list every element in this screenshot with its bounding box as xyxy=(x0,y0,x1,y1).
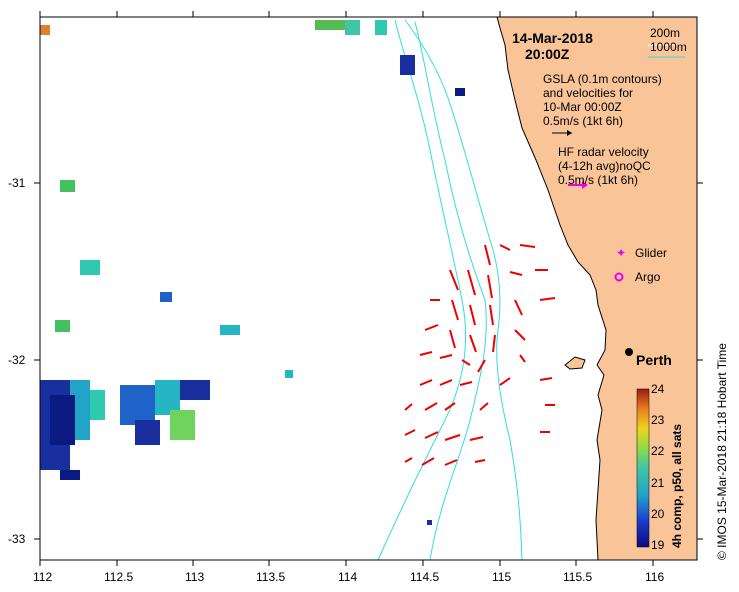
colorbar-tick: 23 xyxy=(651,413,665,427)
contour-legend-200m: 200m xyxy=(650,26,681,40)
y-tick: -33 xyxy=(8,532,26,546)
x-tick: 115 xyxy=(492,570,512,584)
colorbar-tick: 19 xyxy=(651,538,665,552)
map-date: 14-Mar-2018 xyxy=(512,30,593,46)
contour-200m xyxy=(404,19,523,561)
colorbar-tick: 21 xyxy=(651,476,665,490)
contour-1000m xyxy=(377,19,467,561)
perth-dot-icon xyxy=(625,348,633,356)
gsla-line: 10-Mar 00:00Z xyxy=(543,100,622,114)
hf-scale-label: 0.5m/s (1kt 6h) xyxy=(558,173,639,187)
y-tick: -32 xyxy=(8,353,26,367)
x-tick: 116 xyxy=(645,570,665,584)
gsla-line: GSLA (0.1m contours) xyxy=(543,72,662,86)
gsla-scale-label: 0.5m/s (1kt 6h) xyxy=(543,114,624,128)
argo-marker-icon xyxy=(614,272,624,282)
gsla-legend: GSLA (0.1m contours) and velocities for … xyxy=(543,72,662,128)
gsla-line: and velocities for xyxy=(543,86,634,100)
y-tick: -31 xyxy=(8,176,26,190)
x-tick: 114.5 xyxy=(410,570,440,584)
x-tick: 112.5 xyxy=(104,570,134,584)
hf-legend: HF radar velocity (4-12h avg)noQC 0.5m/s… xyxy=(558,145,651,187)
glider-label: Glider xyxy=(635,246,668,260)
x-tick: 114 xyxy=(338,570,358,584)
glider-marker-icon: ✦ xyxy=(616,246,626,260)
x-tick: 115.5 xyxy=(563,570,593,584)
x-tick: 113 xyxy=(185,570,205,584)
x-tick: 113.5 xyxy=(256,570,286,584)
colorbar-tick: 20 xyxy=(651,507,665,521)
city-label: Perth xyxy=(636,352,672,368)
hf-line: (4-12h avg)noQC xyxy=(558,159,651,173)
argo-label: Argo xyxy=(635,270,661,284)
x-tick: 112 xyxy=(33,570,53,584)
map-time: 20:00Z xyxy=(525,46,570,62)
credit-label: © IMOS 15-Mar-2018 21:18 Hobart Time xyxy=(715,343,729,560)
colorbar-tick: 24 xyxy=(651,382,665,396)
hf-line: HF radar velocity xyxy=(558,145,649,159)
colorbar xyxy=(636,388,650,548)
colorbar-tick: 22 xyxy=(651,444,665,458)
sst-pixels xyxy=(40,20,465,525)
contour-legend-1000m: 1000m xyxy=(650,40,687,54)
hf-radar-arrows xyxy=(404,244,556,466)
colorbar-label: 4h comp, p50, all sats xyxy=(670,423,684,548)
